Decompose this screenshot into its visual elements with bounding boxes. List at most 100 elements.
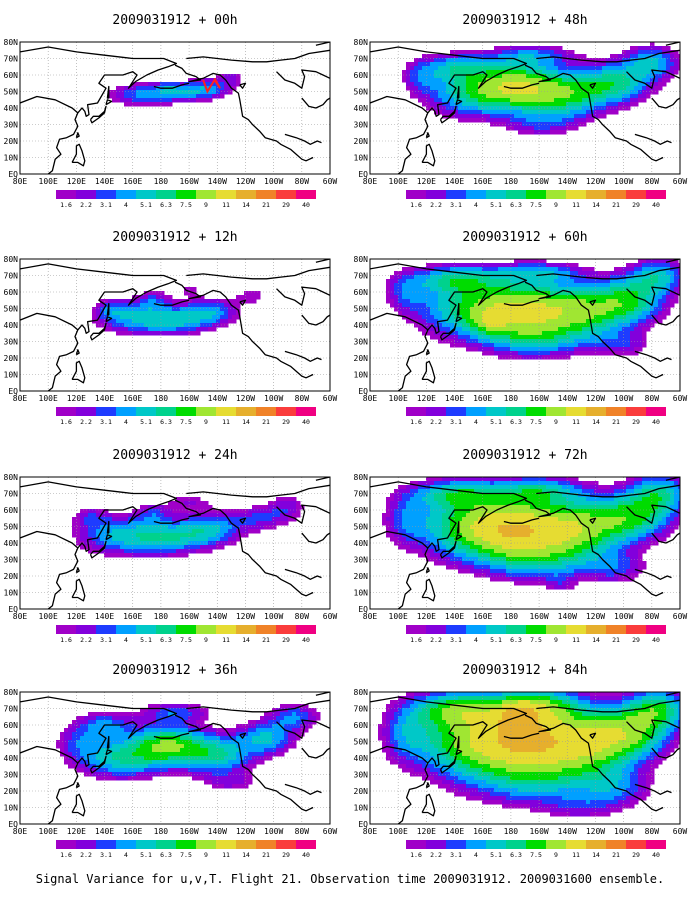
field-cell: [172, 720, 177, 725]
coastline: [301, 314, 330, 326]
field-cell: [124, 760, 129, 765]
field-cell: [574, 114, 579, 119]
field-cell: [530, 114, 535, 119]
legend-swatch: [236, 625, 256, 634]
field-cell: [204, 760, 209, 765]
field-cell: [486, 307, 491, 312]
field-cell: [92, 736, 97, 741]
field-cell: [634, 299, 639, 304]
field-cell: [646, 82, 651, 87]
field-cell: [76, 732, 81, 737]
field-cell: [526, 315, 531, 320]
field-cell: [418, 283, 423, 288]
field-cell: [494, 315, 499, 320]
field-cell: [462, 58, 467, 63]
field-cell: [650, 315, 655, 320]
coastline: [315, 692, 330, 696]
field-cell: [144, 740, 149, 745]
field-cell: [96, 768, 101, 773]
field-cell: [204, 716, 209, 721]
field-cell: [132, 509, 137, 514]
coastline: [186, 266, 330, 280]
field-cell: [602, 70, 607, 75]
field-cell: [638, 58, 643, 63]
y-tick-label: 50N: [4, 523, 19, 532]
field-cell: [642, 94, 647, 99]
field-cell: [594, 279, 599, 284]
field-cell: [562, 58, 567, 63]
field-cell: [152, 525, 157, 530]
field-cell: [614, 283, 619, 288]
field-cell: [244, 780, 249, 785]
field-cell: [168, 549, 173, 554]
field-cell: [658, 275, 663, 280]
field-cell: [212, 772, 217, 777]
field-cell: [132, 549, 137, 554]
field-cell: [252, 299, 257, 304]
field-cell: [650, 50, 655, 55]
field-cell: [156, 295, 161, 300]
field-cell: [670, 58, 675, 63]
field-cell: [248, 768, 253, 773]
field-cell: [498, 295, 503, 300]
field-cell: [236, 513, 241, 518]
field-cell: [140, 764, 145, 769]
field-cell: [650, 311, 655, 316]
field-cell: [622, 343, 627, 348]
field-cell: [208, 98, 213, 103]
field-cell: [502, 279, 507, 284]
legend-swatch: [526, 190, 546, 199]
legend-swatch: [216, 840, 236, 849]
field-cell: [92, 537, 97, 542]
field-cell: [558, 114, 563, 119]
field-cell: [614, 331, 619, 336]
field-cell: [642, 62, 647, 67]
field-cell: [418, 307, 423, 312]
field-cell: [292, 720, 297, 725]
field-cell: [626, 291, 631, 296]
field-cell: [526, 283, 531, 288]
field-cell: [654, 66, 659, 71]
field-cell: [140, 86, 145, 91]
field-cell: [474, 54, 479, 59]
x-tick-label: 80E: [13, 394, 28, 403]
field-cell: [96, 776, 101, 781]
x-tick-label: 120W: [236, 827, 255, 836]
field-cell: [474, 275, 479, 280]
field-cell: [578, 295, 583, 300]
field-cell: [204, 501, 209, 506]
field-cell: [582, 299, 587, 304]
field-cell: [80, 517, 85, 522]
field-cell: [116, 327, 121, 332]
field-cell: [454, 114, 459, 119]
field-cell: [100, 736, 105, 741]
field-cell: [574, 339, 579, 344]
legend-level-label: 11: [222, 851, 230, 859]
field-cell: [474, 283, 479, 288]
field-cell: [96, 525, 101, 530]
field-cell: [228, 740, 233, 745]
field-cell: [562, 118, 567, 123]
field-cell: [124, 303, 129, 308]
field-cell: [184, 319, 189, 324]
field-cell: [156, 311, 161, 316]
field-cell: [542, 86, 547, 91]
field-cell: [418, 279, 423, 284]
field-cell: [626, 62, 631, 67]
field-cell: [100, 541, 105, 546]
map-background: [20, 42, 330, 174]
field-cell: [176, 533, 181, 538]
field-cell: [100, 299, 105, 304]
field-cell: [308, 724, 313, 729]
field-cell: [160, 102, 165, 107]
field-cell: [184, 311, 189, 316]
field-cell: [128, 756, 133, 761]
field-cell: [638, 327, 643, 332]
field-cell: [566, 58, 571, 63]
field-cell: [450, 86, 455, 91]
field-cell: [610, 275, 615, 280]
field-cell: [526, 331, 531, 336]
field-cell: [204, 82, 209, 87]
field-cell: [438, 311, 443, 316]
field-cell: [414, 90, 419, 95]
